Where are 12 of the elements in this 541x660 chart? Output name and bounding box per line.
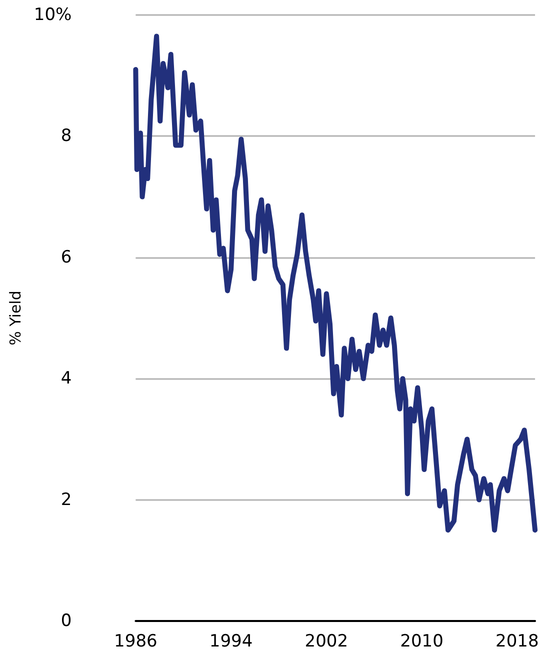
x-tick-label: 1986 [114, 632, 158, 652]
y-tick-label: 0 [60, 611, 72, 631]
y-tick-label: 6 [60, 247, 72, 268]
x-tick-label: 1994 [209, 632, 253, 652]
x-tick-label: 2018 [496, 632, 539, 652]
y-tick-label: 8 [60, 126, 72, 146]
y-tick-label: 4 [60, 368, 72, 389]
x-tick-label: 2002 [304, 632, 348, 652]
y-tick-label: 2 [60, 490, 72, 510]
x-tick-label: 2010 [400, 632, 444, 652]
y-axis-title: % Yield [6, 290, 24, 346]
y-tick-label: 10% [34, 5, 72, 25]
